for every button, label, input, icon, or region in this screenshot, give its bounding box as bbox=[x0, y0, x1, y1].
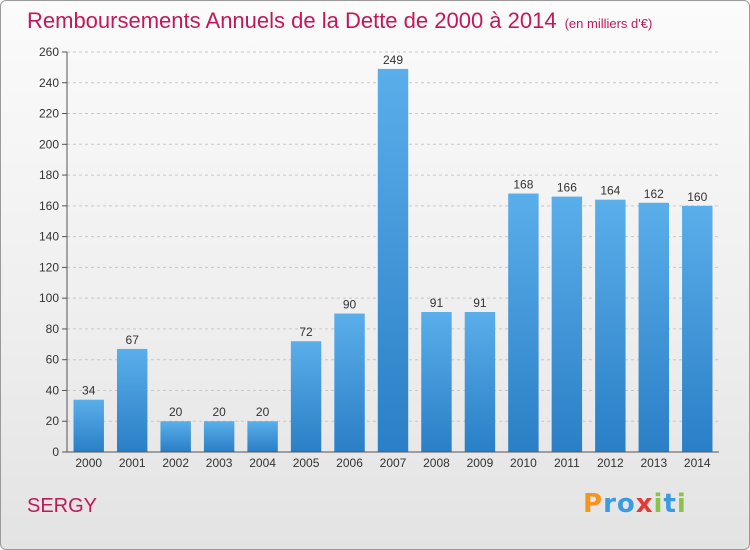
bar bbox=[334, 313, 365, 452]
data-label: 91 bbox=[430, 296, 444, 310]
logo-letter: x bbox=[635, 489, 654, 519]
bar bbox=[595, 199, 626, 452]
x-tick-label: 2010 bbox=[510, 456, 537, 470]
logo-letter: P bbox=[583, 489, 604, 519]
data-label: 90 bbox=[343, 298, 357, 312]
x-tick-label: 2008 bbox=[423, 456, 450, 470]
data-label: 160 bbox=[687, 190, 707, 204]
y-tick-label: 200 bbox=[39, 137, 59, 151]
y-tick-label: 140 bbox=[39, 230, 59, 244]
bars: 34 67 20 20 20 72 90 249 91 91 168 166 164 162 160 bbox=[73, 53, 713, 453]
bar bbox=[464, 312, 496, 452]
data-label: 20 bbox=[256, 405, 270, 419]
chart-title-text: Remboursements Annuels de la Dette de 20… bbox=[27, 8, 557, 33]
x-tick-label: 2003 bbox=[206, 456, 233, 470]
data-label: 20 bbox=[169, 405, 183, 419]
y-tick-label: 100 bbox=[39, 291, 59, 305]
chart-title: Remboursements Annuels de la Dette de 20… bbox=[27, 8, 652, 34]
axes: 0204060801001201401601802002202402602000… bbox=[39, 45, 719, 470]
data-label: 91 bbox=[473, 296, 487, 310]
data-label: 67 bbox=[126, 333, 140, 347]
bar bbox=[73, 399, 104, 452]
x-tick-label: 2013 bbox=[640, 456, 667, 470]
bar bbox=[638, 202, 670, 452]
data-label: 166 bbox=[557, 181, 577, 195]
x-tick-label: 2004 bbox=[249, 456, 276, 470]
bar bbox=[160, 421, 191, 452]
bar bbox=[377, 68, 409, 452]
logo-letter: i bbox=[653, 489, 664, 519]
bar bbox=[508, 193, 539, 453]
bar bbox=[290, 341, 322, 452]
x-tick-label: 2001 bbox=[119, 456, 146, 470]
logo-letter: o bbox=[616, 489, 636, 519]
y-tick-label: 80 bbox=[46, 322, 60, 336]
bar bbox=[203, 421, 235, 452]
y-tick-label: 160 bbox=[39, 199, 59, 213]
commune-name: SERGY bbox=[27, 495, 98, 517]
y-tick-label: 260 bbox=[39, 45, 59, 59]
y-tick-label: 120 bbox=[39, 260, 59, 274]
logo-letter: r bbox=[603, 489, 617, 519]
data-label: 72 bbox=[299, 325, 313, 339]
y-tick-label: 60 bbox=[46, 353, 60, 367]
y-tick-label: 220 bbox=[39, 107, 59, 121]
logo-letter: i bbox=[676, 489, 687, 519]
data-label: 34 bbox=[82, 384, 96, 398]
y-tick-label: 40 bbox=[46, 383, 60, 397]
chart-unit: (en milliers d'€) bbox=[564, 16, 653, 31]
x-tick-label: 2002 bbox=[162, 456, 189, 470]
y-tick-label: 180 bbox=[39, 168, 59, 182]
x-tick-label: 2000 bbox=[75, 456, 102, 470]
data-label: 20 bbox=[212, 405, 226, 419]
x-tick-label: 2006 bbox=[336, 456, 363, 470]
data-label: 249 bbox=[383, 53, 403, 67]
x-tick-label: 2012 bbox=[597, 456, 624, 470]
y-tick-label: 240 bbox=[39, 76, 59, 90]
data-label: 168 bbox=[513, 178, 533, 192]
proxiti-logo: Proxiti bbox=[583, 489, 687, 519]
bar bbox=[247, 421, 278, 452]
x-tick-label: 2014 bbox=[684, 456, 711, 470]
x-tick-label: 2005 bbox=[293, 456, 320, 470]
y-tick-label: 0 bbox=[52, 445, 59, 459]
y-tick-label: 20 bbox=[46, 414, 60, 428]
data-label: 162 bbox=[644, 187, 664, 201]
x-tick-label: 2007 bbox=[380, 456, 407, 470]
data-label: 164 bbox=[600, 184, 620, 198]
bar bbox=[682, 205, 713, 452]
x-tick-label: 2011 bbox=[554, 456, 580, 470]
x-tick-label: 2009 bbox=[467, 456, 494, 470]
logo-letter: t bbox=[663, 489, 677, 519]
bar bbox=[116, 348, 148, 452]
bar bbox=[551, 196, 583, 452]
bar bbox=[421, 312, 452, 452]
